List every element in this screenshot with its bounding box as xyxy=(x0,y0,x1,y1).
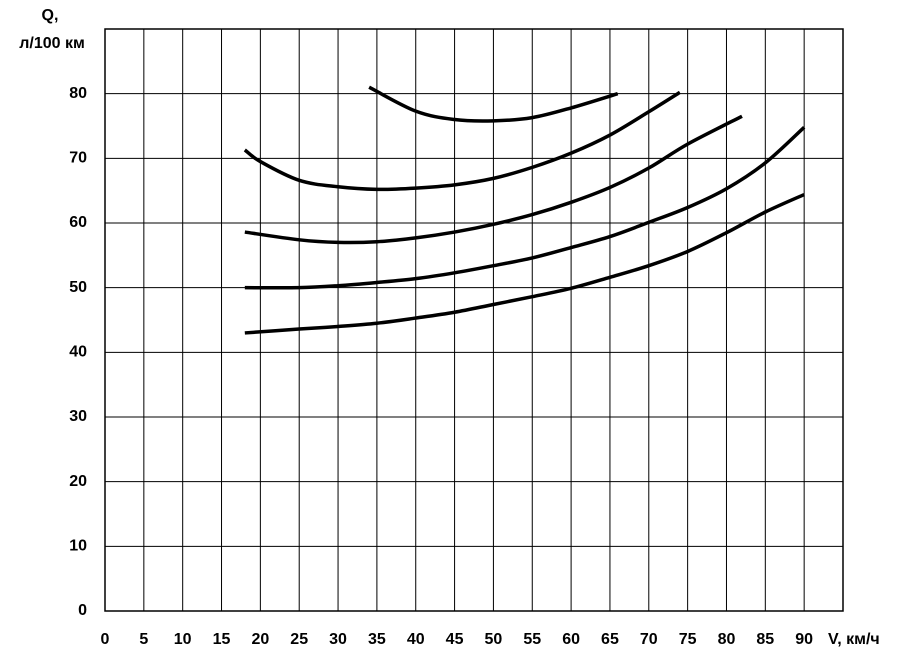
y-axis-label: л/100 км xyxy=(19,35,85,52)
x-tick-label: 0 xyxy=(101,631,110,648)
x-tick-label: 75 xyxy=(679,631,697,648)
x-tick-label: 10 xyxy=(174,631,192,648)
y-tick-label: 50 xyxy=(69,279,87,296)
y-tick-label: 30 xyxy=(69,408,87,425)
x-tick-label: 50 xyxy=(485,631,503,648)
x-tick-label: 90 xyxy=(795,631,813,648)
x-tick-label: 30 xyxy=(329,631,347,648)
x-tick-label: 15 xyxy=(213,631,231,648)
x-tick-label: 5 xyxy=(139,631,148,648)
y-tick-label: 40 xyxy=(69,344,87,361)
x-tick-label: 55 xyxy=(523,631,541,648)
y-axis-label: Q, xyxy=(42,7,59,24)
x-tick-label: 45 xyxy=(446,631,464,648)
x-tick-label: 70 xyxy=(640,631,658,648)
y-tick-label: 20 xyxy=(69,473,87,490)
y-tick-label: 70 xyxy=(69,150,87,167)
y-tick-label: 80 xyxy=(69,85,87,102)
y-tick-label: 10 xyxy=(69,538,87,555)
x-tick-label: 80 xyxy=(718,631,736,648)
line-series xyxy=(244,114,743,245)
x-tick-label: 25 xyxy=(290,631,308,648)
line-series xyxy=(243,90,681,192)
line-series xyxy=(244,192,805,335)
y-tick-label: 60 xyxy=(69,214,87,231)
x-tick-label: 40 xyxy=(407,631,425,648)
x-tick-label: 65 xyxy=(601,631,619,648)
x-tick-label: 60 xyxy=(562,631,580,648)
x-axis-label: V, км/ч xyxy=(828,631,880,648)
line-series xyxy=(244,126,806,290)
x-tick-label: 35 xyxy=(368,631,386,648)
x-tick-label: 20 xyxy=(251,631,269,648)
plot-frame xyxy=(104,28,844,612)
y-tick-label: 0 xyxy=(78,602,87,619)
line-series xyxy=(368,85,619,123)
x-tick-label: 85 xyxy=(756,631,774,648)
